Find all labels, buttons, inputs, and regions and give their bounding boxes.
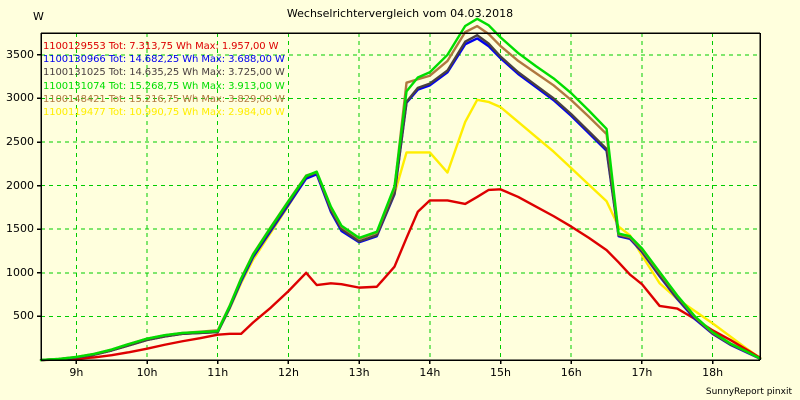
series-line-1100131074 [39,17,762,362]
series-line-1100129553 [39,188,762,362]
legend-item-1100130966: 1100130966 Tot: 14.682,25 Wh Max: 3.688,… [43,54,285,66]
legend-item-1100129553: 1100129553 Tot: 7.313,75 Wh Max: 1.957,0… [43,41,279,52]
y-tick-label: 1000 [6,265,34,279]
y-tick-label: 3000 [6,91,34,105]
legend-item-1100131074: 1100131074 Tot: 15.268,75 Wh Max: 3.913,… [43,80,285,92]
chart-axes [40,32,761,361]
grid-lines [41,33,760,360]
y-tick-label: 3500 [6,47,34,61]
chart-title: Wechselrichtervergleich vom 04.03.2018 [286,7,514,20]
x-tick-label: 11h [207,366,229,379]
y-tick-label: 2000 [6,178,34,192]
x-tick-label: 9h [69,366,84,379]
x-tick-label: 15h [490,366,512,379]
y-tick-label: 2500 [6,135,34,148]
x-tick-label: 14h [419,366,441,379]
legend-item-1100119477: 1100119477 Tot: 10.990,75 Wh Max: 2.984,… [43,107,285,119]
data-series-group [39,17,762,362]
axis-tick-marks [37,54,714,364]
x-tick-label: 13h [348,366,370,379]
legend-item-1100148421: 1100148421 Tot: 15.216,75 Wh Max: 3.829,… [43,93,285,105]
footer-credit: SunnyReport pinxit [705,387,792,397]
x-tick-label: 10h [136,366,158,379]
legend-item-1100131025: 1100131025 Tot: 14.635,25 Wh Max: 3.725,… [43,67,285,79]
x-tick-label: 12h [277,366,299,379]
y-axis-unit-label: W [33,10,44,23]
x-tick-label: 16h [560,366,582,379]
y-tick-label: 500 [13,309,34,323]
y-tick-label: 1500 [6,222,34,236]
x-tick-label: 18h [702,366,724,379]
x-tick-label: 17h [631,366,653,379]
chart-legend: 1100129553 Tot: 7.313,75 Wh Max: 1.957,0… [43,40,333,119]
